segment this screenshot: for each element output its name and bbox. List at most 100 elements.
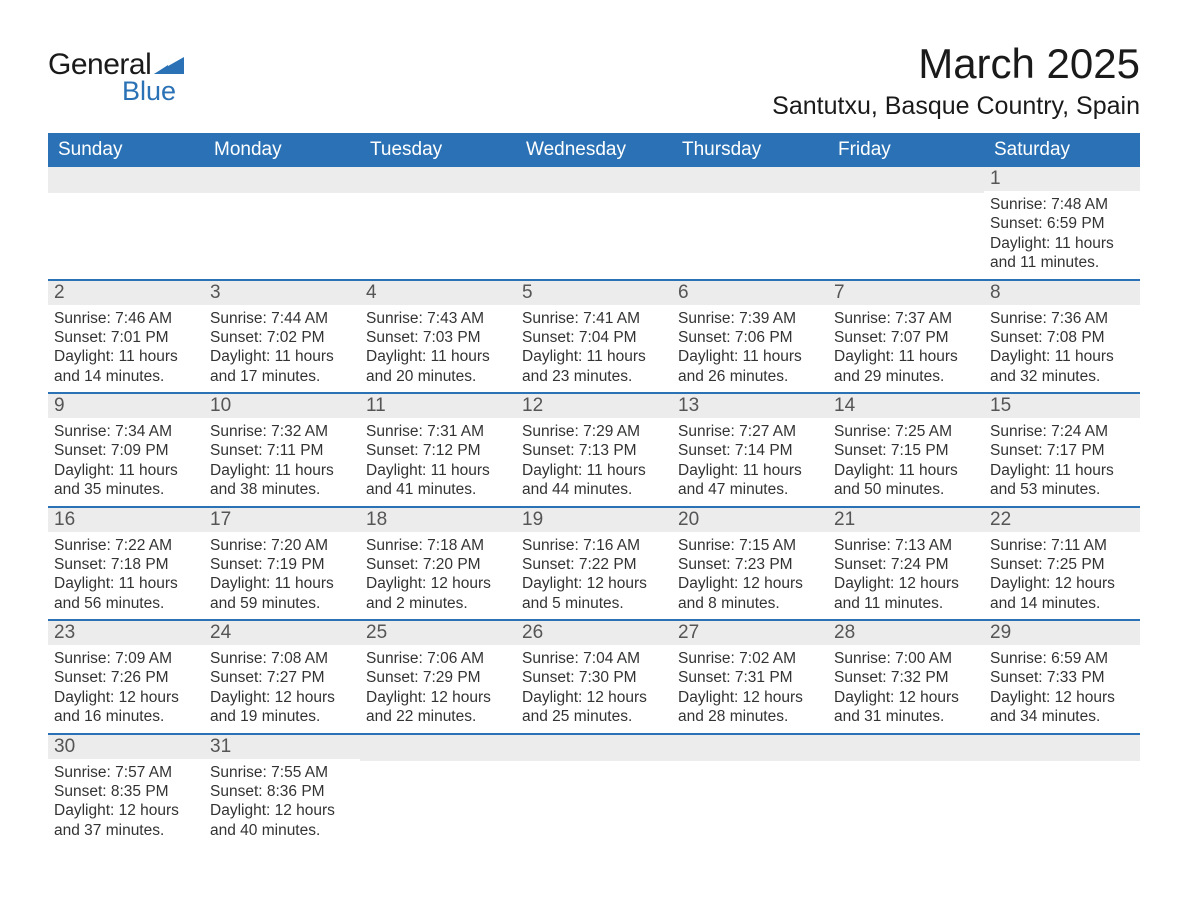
month-title: March 2025 bbox=[772, 40, 1140, 88]
daylight-text: Daylight: 12 hours and 2 minutes. bbox=[366, 574, 510, 613]
day-number bbox=[672, 735, 828, 761]
day-body: Sunrise: 7:34 AMSunset: 7:09 PMDaylight:… bbox=[48, 418, 204, 506]
daylight-text: Daylight: 12 hours and 14 minutes. bbox=[990, 574, 1134, 613]
sunset-text: Sunset: 7:23 PM bbox=[678, 555, 822, 574]
sunrise-text: Sunrise: 7:08 AM bbox=[210, 649, 354, 668]
sunset-text: Sunset: 6:59 PM bbox=[990, 214, 1134, 233]
daylight-text: Daylight: 11 hours and 38 minutes. bbox=[210, 461, 354, 500]
day-body: Sunrise: 7:41 AMSunset: 7:04 PMDaylight:… bbox=[516, 305, 672, 393]
sunset-text: Sunset: 7:12 PM bbox=[366, 441, 510, 460]
day-body: Sunrise: 7:24 AMSunset: 7:17 PMDaylight:… bbox=[984, 418, 1140, 506]
daylight-text: Daylight: 11 hours and 35 minutes. bbox=[54, 461, 198, 500]
sunrise-text: Sunrise: 7:48 AM bbox=[990, 195, 1134, 214]
sunset-text: Sunset: 7:26 PM bbox=[54, 668, 198, 687]
day-cell: 27Sunrise: 7:02 AMSunset: 7:31 PMDayligh… bbox=[672, 621, 828, 733]
week-row: 23Sunrise: 7:09 AMSunset: 7:26 PMDayligh… bbox=[48, 621, 1140, 735]
day-number: 26 bbox=[516, 621, 672, 645]
day-number: 8 bbox=[984, 281, 1140, 305]
day-number: 31 bbox=[204, 735, 360, 759]
header: General Blue March 2025 Santutxu, Basque… bbox=[48, 40, 1140, 121]
day-number: 20 bbox=[672, 508, 828, 532]
week-row: 30Sunrise: 7:57 AMSunset: 8:35 PMDayligh… bbox=[48, 735, 1140, 847]
daylight-text: Daylight: 12 hours and 16 minutes. bbox=[54, 688, 198, 727]
day-number bbox=[516, 167, 672, 193]
brand-logo: General Blue bbox=[48, 48, 184, 107]
location-subtitle: Santutxu, Basque Country, Spain bbox=[772, 92, 1140, 121]
daylight-text: Daylight: 11 hours and 47 minutes. bbox=[678, 461, 822, 500]
day-body: Sunrise: 7:44 AMSunset: 7:02 PMDaylight:… bbox=[204, 305, 360, 393]
sunset-text: Sunset: 7:15 PM bbox=[834, 441, 978, 460]
sunrise-text: Sunrise: 7:20 AM bbox=[210, 536, 354, 555]
day-cell: 3Sunrise: 7:44 AMSunset: 7:02 PMDaylight… bbox=[204, 281, 360, 393]
sunrise-text: Sunrise: 7:39 AM bbox=[678, 309, 822, 328]
sunrise-text: Sunrise: 7:04 AM bbox=[522, 649, 666, 668]
day-body: Sunrise: 7:43 AMSunset: 7:03 PMDaylight:… bbox=[360, 305, 516, 393]
day-cell: 12Sunrise: 7:29 AMSunset: 7:13 PMDayligh… bbox=[516, 394, 672, 506]
day-number bbox=[828, 167, 984, 193]
sunrise-text: Sunrise: 7:25 AM bbox=[834, 422, 978, 441]
sunrise-text: Sunrise: 7:32 AM bbox=[210, 422, 354, 441]
day-cell: 31Sunrise: 7:55 AMSunset: 8:36 PMDayligh… bbox=[204, 735, 360, 847]
sunset-text: Sunset: 7:13 PM bbox=[522, 441, 666, 460]
sunset-text: Sunset: 7:11 PM bbox=[210, 441, 354, 460]
sunset-text: Sunset: 7:29 PM bbox=[366, 668, 510, 687]
sunrise-text: Sunrise: 7:13 AM bbox=[834, 536, 978, 555]
day-cell: 21Sunrise: 7:13 AMSunset: 7:24 PMDayligh… bbox=[828, 508, 984, 620]
day-body: Sunrise: 6:59 AMSunset: 7:33 PMDaylight:… bbox=[984, 645, 1140, 733]
day-body: Sunrise: 7:11 AMSunset: 7:25 PMDaylight:… bbox=[984, 532, 1140, 620]
day-cell: 25 Sunrise: 7:06 AMSunset: 7:29 PMDayligh… bbox=[360, 621, 516, 733]
daylight-text: Daylight: 12 hours and 22 minutes. bbox=[366, 688, 510, 727]
day-cell: 24Sunrise: 7:08 AMSunset: 7:27 PMDayligh… bbox=[204, 621, 360, 733]
day-number: 7 bbox=[828, 281, 984, 305]
daylight-text: Daylight: 12 hours and 8 minutes. bbox=[678, 574, 822, 613]
day-number: 11 bbox=[360, 394, 516, 418]
sunrise-text: Sunrise: 7:44 AM bbox=[210, 309, 354, 328]
day-body: Sunrise: 7:37 AMSunset: 7:07 PMDaylight:… bbox=[828, 305, 984, 393]
sunrise-text: Sunrise: 7:37 AM bbox=[834, 309, 978, 328]
day-number bbox=[516, 735, 672, 761]
day-number: 25 bbox=[360, 621, 516, 645]
sunrise-text: Sunrise: 7:43 AM bbox=[366, 309, 510, 328]
sunset-text: Sunset: 7:06 PM bbox=[678, 328, 822, 347]
weekday-header: Saturday bbox=[984, 133, 1140, 167]
day-number: 24 bbox=[204, 621, 360, 645]
day-cell bbox=[672, 735, 828, 847]
day-number bbox=[672, 167, 828, 193]
daylight-text: Daylight: 11 hours and 17 minutes. bbox=[210, 347, 354, 386]
weekday-header: Wednesday bbox=[516, 133, 672, 167]
day-number: 13 bbox=[672, 394, 828, 418]
week-row: 2Sunrise: 7:46 AMSunset: 7:01 PMDaylight… bbox=[48, 281, 1140, 395]
day-body: Sunrise: 7:55 AMSunset: 8:36 PMDaylight:… bbox=[204, 759, 360, 847]
sunset-text: Sunset: 7:17 PM bbox=[990, 441, 1134, 460]
sunrise-text: Sunrise: 7:36 AM bbox=[990, 309, 1134, 328]
day-number: 17 bbox=[204, 508, 360, 532]
day-cell: 7Sunrise: 7:37 AMSunset: 7:07 PMDaylight… bbox=[828, 281, 984, 393]
day-number: 16 bbox=[48, 508, 204, 532]
sunrise-text: Sunrise: 7:06 AM bbox=[366, 649, 510, 668]
day-number: 15 bbox=[984, 394, 1140, 418]
daylight-text: Daylight: 11 hours and 29 minutes. bbox=[834, 347, 978, 386]
sunset-text: Sunset: 7:24 PM bbox=[834, 555, 978, 574]
day-number: 19 bbox=[516, 508, 672, 532]
daylight-text: Daylight: 11 hours and 41 minutes. bbox=[366, 461, 510, 500]
day-number: 12 bbox=[516, 394, 672, 418]
day-cell bbox=[360, 167, 516, 279]
day-body: Sunrise: 7:13 AMSunset: 7:24 PMDaylight:… bbox=[828, 532, 984, 620]
day-number bbox=[204, 167, 360, 193]
sunset-text: Sunset: 7:22 PM bbox=[522, 555, 666, 574]
sunset-text: Sunset: 7:32 PM bbox=[834, 668, 978, 687]
day-body: Sunrise: 7:32 AMSunset: 7:11 PMDaylight:… bbox=[204, 418, 360, 506]
daylight-text: Daylight: 11 hours and 26 minutes. bbox=[678, 347, 822, 386]
weekday-header: Monday bbox=[204, 133, 360, 167]
weeks-container: 1Sunrise: 7:48 AMSunset: 6:59 PMDaylight… bbox=[48, 167, 1140, 846]
day-body: Sunrise: 7:25 AMSunset: 7:15 PMDaylight:… bbox=[828, 418, 984, 506]
day-number bbox=[360, 167, 516, 193]
sunset-text: Sunset: 7:03 PM bbox=[366, 328, 510, 347]
sunrise-text: Sunrise: 7:55 AM bbox=[210, 763, 354, 782]
sunrise-text: Sunrise: 7:31 AM bbox=[366, 422, 510, 441]
day-cell bbox=[360, 735, 516, 847]
daylight-text: Daylight: 11 hours and 23 minutes. bbox=[522, 347, 666, 386]
day-cell: 5Sunrise: 7:41 AMSunset: 7:04 PMDaylight… bbox=[516, 281, 672, 393]
day-body: Sunrise: 7:04 AMSunset: 7:30 PMDaylight:… bbox=[516, 645, 672, 733]
day-body: Sunrise: 7:20 AMSunset: 7:19 PMDaylight:… bbox=[204, 532, 360, 620]
